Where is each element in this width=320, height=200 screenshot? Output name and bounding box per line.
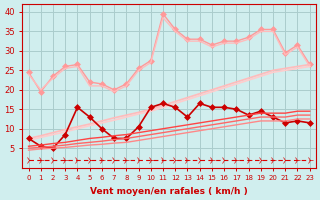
X-axis label: Vent moyen/en rafales ( km/h ): Vent moyen/en rafales ( km/h )	[90, 187, 248, 196]
